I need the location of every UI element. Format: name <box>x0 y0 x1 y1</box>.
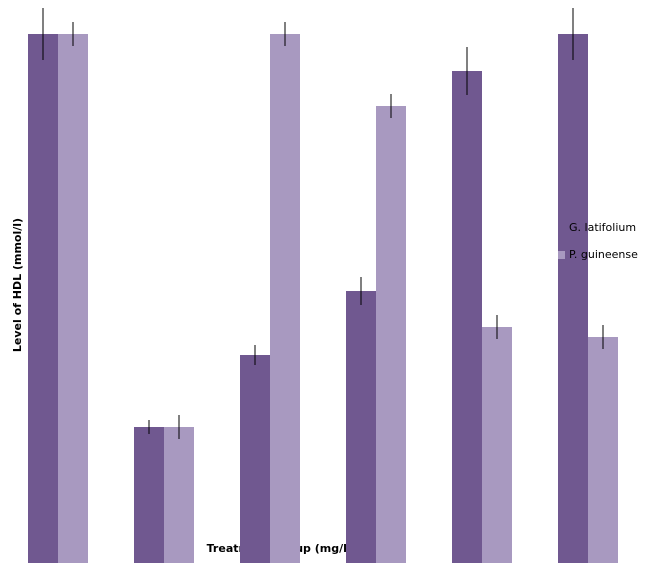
legend-swatch <box>558 224 565 232</box>
bar <box>452 71 482 563</box>
bar <box>558 34 588 563</box>
bar <box>376 106 406 563</box>
bar <box>482 327 512 563</box>
bar <box>588 337 618 563</box>
y-axis-label: Level of HDL (mmol/l) <box>11 218 24 352</box>
bar <box>58 34 88 563</box>
legend-label: P. guineense <box>569 248 638 261</box>
legend-label: G. latifolium <box>569 221 636 234</box>
bar <box>270 34 300 563</box>
legend-swatch <box>558 251 565 259</box>
bar <box>346 291 376 563</box>
bar <box>28 34 58 563</box>
bar <box>134 427 164 563</box>
bar <box>164 427 194 563</box>
bar <box>240 355 270 563</box>
